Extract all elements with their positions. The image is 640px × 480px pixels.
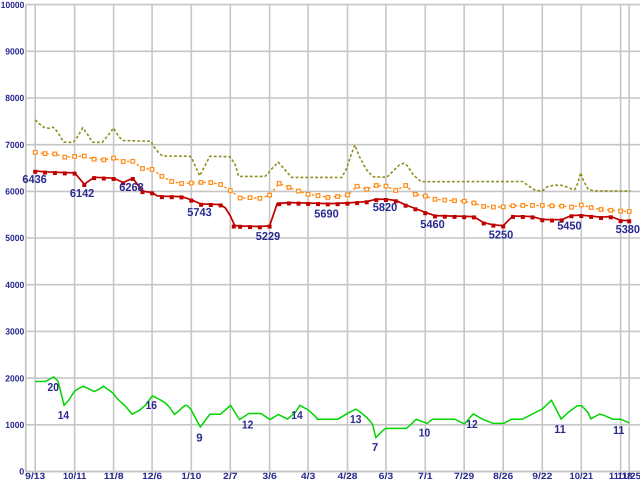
- svg-text:10/11: 10/11: [63, 471, 87, 480]
- svg-text:7000: 7000: [5, 140, 24, 150]
- svg-text:5820: 5820: [373, 202, 397, 214]
- svg-text:12: 12: [242, 420, 253, 432]
- svg-text:5000: 5000: [5, 233, 24, 243]
- svg-text:7: 7: [372, 442, 378, 454]
- svg-text:3/6: 3/6: [262, 471, 277, 480]
- svg-text:8000: 8000: [5, 93, 24, 103]
- svg-text:5743: 5743: [187, 207, 211, 219]
- svg-text:7/1: 7/1: [418, 471, 433, 480]
- svg-text:6142: 6142: [70, 188, 94, 200]
- svg-text:11/8: 11/8: [104, 471, 124, 480]
- svg-text:2000: 2000: [5, 373, 24, 383]
- svg-text:6268: 6268: [119, 182, 144, 194]
- svg-text:6000: 6000: [5, 187, 24, 197]
- svg-text:11: 11: [613, 425, 625, 437]
- svg-text:9/22: 9/22: [532, 471, 552, 480]
- svg-text:11: 11: [554, 424, 566, 436]
- svg-text:11/25: 11/25: [617, 471, 640, 480]
- svg-text:6/3: 6/3: [379, 471, 394, 480]
- svg-text:4000: 4000: [5, 280, 24, 290]
- svg-text:9/13: 9/13: [25, 471, 45, 480]
- svg-text:5229: 5229: [256, 231, 280, 243]
- svg-text:5460: 5460: [420, 219, 444, 231]
- svg-text:10: 10: [419, 428, 430, 440]
- svg-text:6436: 6436: [22, 174, 46, 186]
- svg-text:11/18: 11/18: [609, 471, 633, 480]
- svg-text:14: 14: [58, 410, 70, 422]
- svg-text:5690: 5690: [314, 208, 338, 220]
- svg-text:0: 0: [19, 467, 24, 477]
- svg-text:8/26: 8/26: [493, 471, 513, 480]
- svg-text:5380: 5380: [616, 224, 640, 236]
- svg-text:1/10: 1/10: [181, 471, 201, 480]
- svg-text:7/29: 7/29: [454, 471, 474, 480]
- svg-text:12/6: 12/6: [142, 471, 162, 480]
- svg-text:16: 16: [146, 400, 157, 412]
- svg-text:20: 20: [48, 382, 59, 394]
- svg-text:14: 14: [291, 410, 303, 422]
- svg-text:4/28: 4/28: [338, 471, 358, 480]
- svg-text:5450: 5450: [557, 221, 581, 233]
- svg-text:13: 13: [350, 414, 361, 426]
- svg-text:9: 9: [196, 433, 202, 445]
- svg-text:12: 12: [466, 419, 477, 431]
- svg-text:5250: 5250: [489, 229, 513, 241]
- svg-text:1000: 1000: [5, 420, 24, 430]
- svg-text:4/3: 4/3: [301, 471, 316, 480]
- svg-text:10000: 10000: [1, 0, 25, 10]
- svg-text:10/21: 10/21: [570, 471, 594, 480]
- svg-text:3000: 3000: [5, 327, 24, 337]
- svg-text:2/7: 2/7: [223, 471, 238, 480]
- svg-text:9000: 9000: [5, 47, 24, 57]
